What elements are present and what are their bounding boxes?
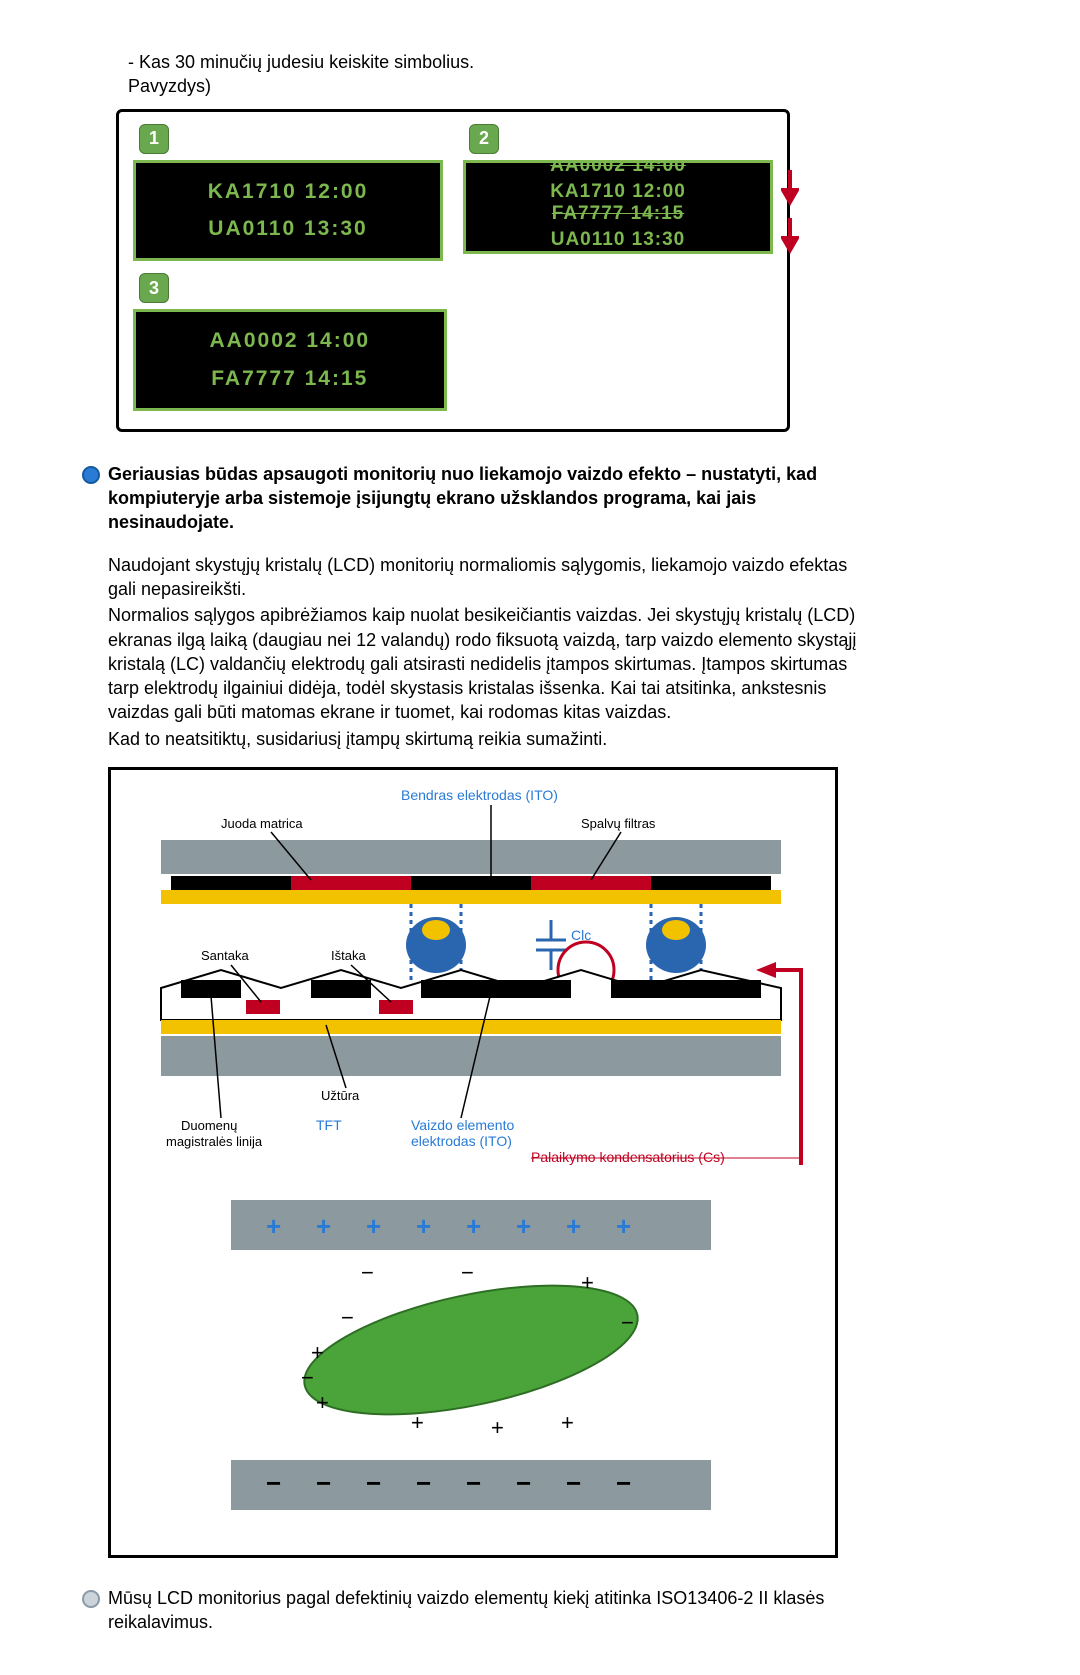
svg-text:+: + <box>581 1270 594 1295</box>
svg-text:+: + <box>466 1211 481 1241</box>
paragraph-2: Normalios sąlygos apibrėžiamos kaip nuol… <box>108 603 870 724</box>
panel-2: 2 AA0002 14:00 KA1710 12:00 FA7777 14:15… <box>463 124 773 262</box>
svg-text:−: − <box>516 1468 531 1498</box>
heading-screensaver: Geriausias būdas apsaugoti monitorių nuo… <box>108 462 870 535</box>
green-box-3: AA0002 14:00 FA7777 14:15 <box>133 309 447 411</box>
label-vaizdo1: Vaizdo elemento <box>411 1117 514 1133</box>
figure-lcd-structure: Bendras elektrodas (ITO) Juoda matrica S… <box>108 767 838 1558</box>
badge-2: 2 <box>469 124 499 154</box>
label-tft: TFT <box>316 1117 342 1133</box>
bullet-icon <box>82 1590 100 1608</box>
svg-text:−: − <box>616 1468 631 1498</box>
document-page: - Kas 30 minučių judesiu keiskite simbol… <box>0 0 940 1675</box>
label-duomenu2: magistralės linija <box>166 1134 263 1149</box>
label-clc: Clc <box>571 927 591 943</box>
scroll-mid1: KA1710 12:00 <box>466 181 770 203</box>
label-bendras: Bendras elektrodas (ITO) <box>401 787 558 803</box>
paragraph-1: Naudojant skystųjų kristalų (LCD) monito… <box>108 553 870 602</box>
paragraph-3: Kad to neatsitiktų, susidariusį įtampų s… <box>108 727 870 751</box>
svg-text:+: + <box>561 1410 574 1435</box>
svg-text:−: − <box>361 1260 374 1285</box>
figure-symbol-rotation: 1 KA1710 12:00 UA0110 13:30 2 AA0002 14:… <box>116 109 790 432</box>
panel-3: 3 AA0002 14:00 FA7777 14:15 <box>133 273 447 411</box>
svg-text:+: + <box>316 1211 331 1241</box>
svg-text:+: + <box>566 1211 581 1241</box>
svg-text:+: + <box>311 1340 324 1365</box>
box1-line1: KA1710 12:00 <box>136 173 440 211</box>
scroll-bot: UA0110 13:30 <box>466 229 770 251</box>
label-juoda: Juoda matrica <box>221 816 303 831</box>
svg-text:−: − <box>621 1310 634 1335</box>
svg-text:−: − <box>266 1468 281 1498</box>
svg-text:−: − <box>461 1260 474 1285</box>
svg-text:−: − <box>366 1468 381 1498</box>
svg-text:+: + <box>616 1211 631 1241</box>
svg-text:+: + <box>411 1410 424 1435</box>
scroll-top: AA0002 14:00 <box>466 160 770 177</box>
svg-text:+: + <box>416 1211 431 1241</box>
badge-1: 1 <box>139 124 169 154</box>
svg-text:−: − <box>316 1468 331 1498</box>
svg-text:−: − <box>466 1468 481 1498</box>
green-box-scrolling: AA0002 14:00 KA1710 12:00 FA7777 14:15 U… <box>463 160 773 254</box>
svg-text:+: + <box>266 1211 281 1241</box>
panel-1: 1 KA1710 12:00 UA0110 13:30 <box>133 124 443 262</box>
svg-text:−: − <box>416 1468 431 1498</box>
arrow-down-icon <box>781 216 799 256</box>
paragraph-iso: Mūsų LCD monitorius pagal defektinių vai… <box>108 1586 870 1635</box>
arrow-down-icon <box>781 168 799 208</box>
label-palaikymo: Palaikymo kondensatorius (Cs) <box>531 1149 725 1165</box>
svg-text:+: + <box>491 1415 504 1440</box>
svg-text:+: + <box>366 1211 381 1241</box>
scroll-mid2: FA7777 14:15 <box>466 203 770 225</box>
label-duomenu1: Duomenų <box>181 1118 237 1133</box>
box3-line1: AA0002 14:00 <box>136 322 444 360</box>
intro-text: - Kas 30 minučių judesiu keiskite simbol… <box>128 50 870 99</box>
intro-line: - Kas 30 minučių judesiu keiskite simbol… <box>128 52 474 96</box>
label-istaka: Ištaka <box>331 948 366 963</box>
scroll-arrows <box>781 168 799 256</box>
label-uztura: Užtūra <box>321 1088 360 1103</box>
bullet-icon <box>82 466 100 484</box>
box3-line2: FA7777 14:15 <box>136 360 444 398</box>
label-spalvu: Spalvų filtras <box>581 816 656 831</box>
svg-text:−: − <box>341 1305 354 1330</box>
label-vaizdo2: elektrodas (ITO) <box>411 1133 512 1149</box>
badge-3: 3 <box>139 273 169 303</box>
green-box-1: KA1710 12:00 UA0110 13:30 <box>133 160 443 262</box>
svg-text:−: − <box>566 1468 581 1498</box>
svg-text:+: + <box>316 1390 329 1415</box>
svg-text:+: + <box>516 1211 531 1241</box>
box1-line2: UA0110 13:30 <box>136 210 440 248</box>
svg-text:−: − <box>301 1365 314 1390</box>
label-santaka: Santaka <box>201 948 249 963</box>
